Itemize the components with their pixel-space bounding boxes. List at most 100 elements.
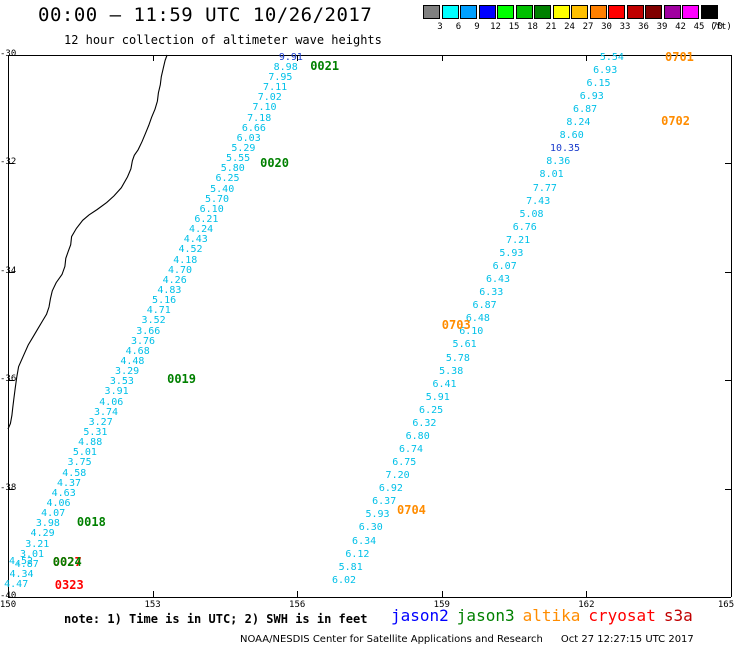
wave-height-value: 7.10 <box>252 102 277 114</box>
legend-swatch <box>497 5 514 19</box>
coastline <box>7 54 168 430</box>
wave-height-value: 5.81 <box>338 561 363 573</box>
wave-height-value: 4.06 <box>99 396 124 408</box>
page-title: 00:00 – 11:59 UTC 10/26/2017 <box>38 4 373 26</box>
map-border <box>8 380 14 382</box>
wave-height-value: 5.80 <box>220 163 245 175</box>
wave-height-value: 8.60 <box>559 130 584 142</box>
legend-swatch <box>626 5 644 19</box>
wave-height-value: 3.75 <box>67 457 92 469</box>
wave-height-value: 4.06 <box>46 497 71 509</box>
legend-swatch <box>571 5 588 19</box>
wave-height-value: 6.32 <box>412 417 437 429</box>
wave-height-value: 5.40 <box>210 183 235 195</box>
wave-height-value: 6.43 <box>485 274 511 285</box>
legend-label: 9 <box>474 22 480 32</box>
wave-height-value: 6.92 <box>378 483 403 495</box>
wave-height-value: 8.98 <box>273 61 298 73</box>
wave-height-value: 8.01 <box>539 169 564 181</box>
legend-label: 18 <box>527 22 538 32</box>
wave-height-value: 4.26 <box>162 274 187 286</box>
map-border <box>8 488 14 490</box>
wave-height-value: 4.52 <box>178 244 203 256</box>
wave-height-value: 6.12 <box>345 548 370 560</box>
legend-label: 21 <box>545 22 557 32</box>
wave-height-value: 3.76 <box>130 335 156 347</box>
wave-height-value: 5.93 <box>365 509 390 521</box>
wave-height-value: 4.37 <box>56 477 82 489</box>
legend-swatch <box>589 5 607 19</box>
map-border <box>297 55 299 61</box>
wave-height-value: 6.30 <box>358 522 383 534</box>
pass-time-label: 0019 <box>167 372 196 387</box>
map-border <box>152 591 154 597</box>
legend-swatch <box>515 5 533 19</box>
wave-height-value: 3.66 <box>136 325 161 337</box>
wave-height-value: 5.78 <box>445 352 470 364</box>
legend-label: 30 <box>601 22 612 32</box>
pass-time-label: 0703 <box>441 317 471 332</box>
pass-time-label: 0323 <box>54 578 84 593</box>
wave-height-value: 5.93 <box>499 247 524 259</box>
wave-height-value: 6.33 <box>479 287 504 299</box>
legend-label: 27 <box>582 22 594 32</box>
map-border <box>725 55 731 56</box>
lon-tick-label: 156 <box>289 600 306 610</box>
legend-swatch <box>534 5 551 19</box>
legend-label: 39 <box>656 22 668 32</box>
page-subtitle: 12 hour collection of altimeter wave hei… <box>64 33 382 47</box>
wave-height-value: 6.25 <box>419 404 444 416</box>
map-border <box>731 55 732 61</box>
wave-height-value: 6.15 <box>586 77 611 89</box>
wave-height-value: 4.68 <box>125 345 150 357</box>
wave-height-value: 6.93 <box>593 64 618 76</box>
wave-height-value: 4.24 <box>189 224 214 236</box>
map-border <box>725 488 731 490</box>
wave-height-value: 6.74 <box>398 444 424 455</box>
lat-tick-label: -30 <box>0 49 17 59</box>
note-text: note: 1) Time is in UTC; 2) SWH is in fe… <box>64 612 368 626</box>
wave-height-value: 3.01 <box>19 548 45 560</box>
wave-height-value: 5.01 <box>72 447 97 459</box>
wave-height-value: 5.54 <box>599 51 624 63</box>
map-border <box>8 55 731 56</box>
legend-label: 3 <box>437 22 443 32</box>
map-border <box>8 591 9 597</box>
wave-height-value: 3.21 <box>25 538 50 550</box>
wave-height-value: 6.21 <box>194 214 219 225</box>
map-border <box>441 55 443 61</box>
wave-height-value: 5.29 <box>231 143 256 154</box>
wave-height-value: 7.21 <box>506 234 531 246</box>
legend-swatch <box>682 5 699 19</box>
wave-height-value: 7.02 <box>257 92 282 104</box>
wave-height-value: 6.48 <box>465 313 490 325</box>
map-border <box>725 380 731 382</box>
lat-tick-label: -36 <box>0 374 17 385</box>
wave-height-value: 6.41 <box>432 378 457 390</box>
pass-time-label: 0702 <box>661 114 690 129</box>
wave-height-value: 3.27 <box>88 416 113 428</box>
credit-text: NOAA/NESDIS Center for Satellite Applica… <box>240 634 543 645</box>
pass-time-label: 0027 <box>52 554 82 569</box>
satellite-legend-item: s3a <box>663 606 693 625</box>
wave-height-value: 4.70 <box>167 264 193 276</box>
wave-height-value: 6.80 <box>405 430 430 442</box>
map-border <box>586 55 588 61</box>
lon-tick-label: 162 <box>578 600 595 610</box>
wave-height-value: 6.87 <box>472 300 497 312</box>
map-border <box>725 271 731 273</box>
legend-label: 45 <box>693 22 705 32</box>
map-border <box>731 591 732 597</box>
wave-height-value: 4.48 <box>120 356 145 367</box>
pass-time-label: 0024 <box>52 554 82 569</box>
legend-swatch <box>700 5 718 19</box>
satellite-legend-item: cryosat <box>588 606 656 625</box>
wave-height-value: 7.20 <box>385 470 410 482</box>
legend-swatch <box>645 5 662 19</box>
legend-swatch <box>608 5 625 19</box>
wave-height-value: 5.55 <box>226 153 251 165</box>
pass-time-label: 0704 <box>397 503 426 518</box>
wave-height-value: 6.37 <box>372 496 397 508</box>
map-border <box>725 597 731 598</box>
